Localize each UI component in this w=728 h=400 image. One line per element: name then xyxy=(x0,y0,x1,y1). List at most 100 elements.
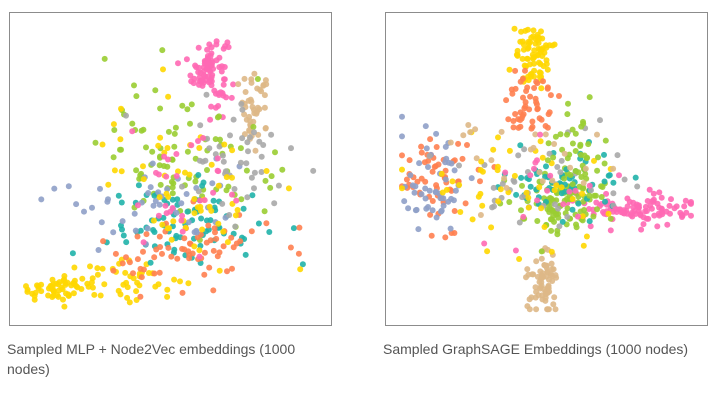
scatter-point xyxy=(138,274,145,281)
scatter-point xyxy=(462,200,469,207)
scatter-point xyxy=(120,232,127,239)
scatter-point xyxy=(429,198,436,204)
scatter-point xyxy=(564,205,571,212)
scatter-point xyxy=(208,103,215,110)
scatter-point xyxy=(621,176,628,183)
scatter-point xyxy=(210,287,217,294)
scatter-point xyxy=(577,141,584,148)
scatter-point xyxy=(166,225,173,232)
scatter-point xyxy=(616,172,622,179)
scatter-point xyxy=(237,145,244,152)
scatter-point xyxy=(527,183,534,190)
scatter-point xyxy=(140,248,146,255)
scatter-point xyxy=(124,294,131,301)
scatter-point xyxy=(196,247,203,254)
scatter-point xyxy=(529,118,536,125)
scatter-point xyxy=(144,225,151,232)
scatter-point xyxy=(524,55,531,62)
scatter-point xyxy=(524,266,531,273)
scatter-point xyxy=(510,124,517,131)
scatter-point xyxy=(435,161,442,168)
scatter-point xyxy=(310,167,317,174)
scatter-point xyxy=(159,250,165,257)
scatter-point xyxy=(552,306,559,313)
scatter-point xyxy=(189,250,196,257)
scatter-point xyxy=(249,192,256,199)
scatter-point xyxy=(530,27,537,34)
scatter-point xyxy=(112,250,119,257)
scatter-point xyxy=(475,193,482,200)
scatter-point xyxy=(173,151,180,157)
scatter-point xyxy=(656,189,663,196)
scatter-point xyxy=(534,197,541,204)
scatter-point xyxy=(612,206,619,213)
scatter-point xyxy=(251,70,258,77)
scatter-point xyxy=(418,149,425,156)
scatter-point xyxy=(110,229,117,236)
scatter-point xyxy=(216,249,223,256)
scatter-point xyxy=(667,210,673,217)
scatter-point xyxy=(549,42,556,49)
scatter-point xyxy=(557,131,564,138)
scatter-point xyxy=(192,178,199,185)
scatter-point xyxy=(145,190,152,196)
scatter-point xyxy=(548,260,555,267)
scatter-point xyxy=(179,212,186,219)
scatter-point xyxy=(564,213,571,220)
scatter-point xyxy=(31,296,38,303)
scatter-point xyxy=(580,180,587,186)
scatter-point xyxy=(208,50,215,57)
scatter-point xyxy=(456,162,462,169)
scatter-point xyxy=(556,93,562,99)
scatter-point xyxy=(68,282,75,289)
scatter-point xyxy=(598,183,605,190)
scatter-point xyxy=(163,173,170,180)
scatter-point xyxy=(131,210,138,217)
scatter-point xyxy=(223,94,230,101)
scatter-point xyxy=(223,174,230,181)
scatter-point xyxy=(95,247,102,253)
scatter-point xyxy=(215,220,222,227)
scatter-point xyxy=(477,167,484,173)
scatter-point xyxy=(572,168,579,174)
scatter-point xyxy=(536,169,543,176)
scatter-point xyxy=(195,44,202,51)
scatter-point xyxy=(412,207,419,214)
scatter-point xyxy=(602,137,609,144)
scatter-point xyxy=(490,146,497,153)
scatter-point xyxy=(191,196,198,202)
scatter-point xyxy=(262,125,269,132)
scatter-point xyxy=(488,157,495,164)
scatter-point xyxy=(526,61,533,68)
scatter-point xyxy=(416,160,423,167)
scatter-point xyxy=(155,281,162,288)
scatter-point xyxy=(526,296,533,303)
scatter-point xyxy=(165,156,171,163)
scatter-point xyxy=(583,233,590,240)
scatter-point xyxy=(530,55,536,62)
scatter-point xyxy=(162,202,169,209)
scatter-point xyxy=(111,167,118,174)
scatter-point xyxy=(110,154,117,161)
scatter-point xyxy=(517,117,524,123)
scatter-point xyxy=(551,294,558,301)
scatter-point xyxy=(516,219,523,226)
scatter-point xyxy=(600,209,606,215)
scatter-point xyxy=(517,123,524,130)
scatter-plot-graphsage xyxy=(399,25,694,313)
scatter-point xyxy=(251,169,258,176)
scatter-point xyxy=(118,146,124,153)
scatter-point xyxy=(65,291,72,298)
scatter-point xyxy=(472,126,479,133)
scatter-point xyxy=(129,120,136,127)
scatter-point xyxy=(214,167,221,174)
scatter-point xyxy=(177,278,183,285)
scatter-point xyxy=(165,244,172,251)
scatter-point xyxy=(425,157,432,164)
scatter-point xyxy=(216,143,223,150)
scatter-point xyxy=(593,199,600,206)
scatter-point xyxy=(243,167,250,174)
scatter-point xyxy=(547,172,554,179)
scatter-point xyxy=(442,234,449,241)
scatter-point xyxy=(150,202,157,209)
